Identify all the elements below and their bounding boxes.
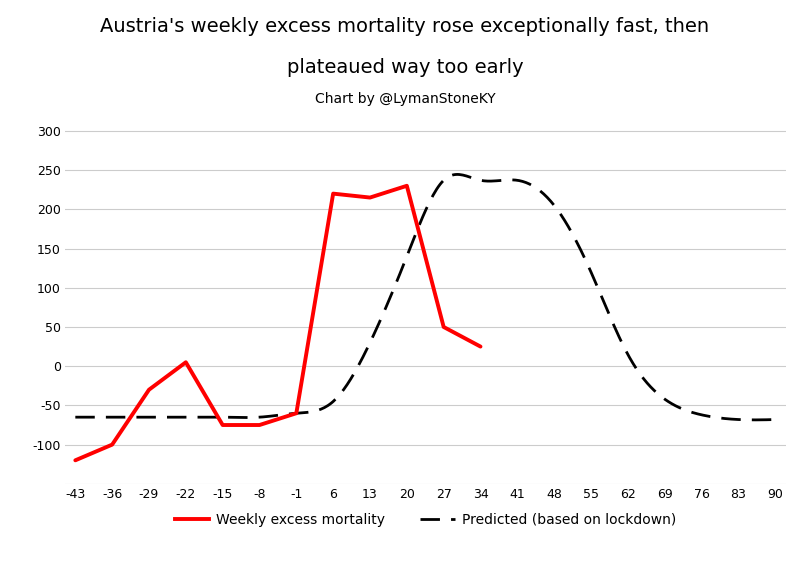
Text: Chart by @LymanStoneKY: Chart by @LymanStoneKY	[315, 92, 495, 106]
Text: Austria's weekly excess mortality rose exceptionally fast, then: Austria's weekly excess mortality rose e…	[100, 17, 710, 36]
Text: plateaued way too early: plateaued way too early	[287, 58, 523, 77]
Legend: Weekly excess mortality, Predicted (based on lockdown): Weekly excess mortality, Predicted (base…	[169, 507, 681, 532]
